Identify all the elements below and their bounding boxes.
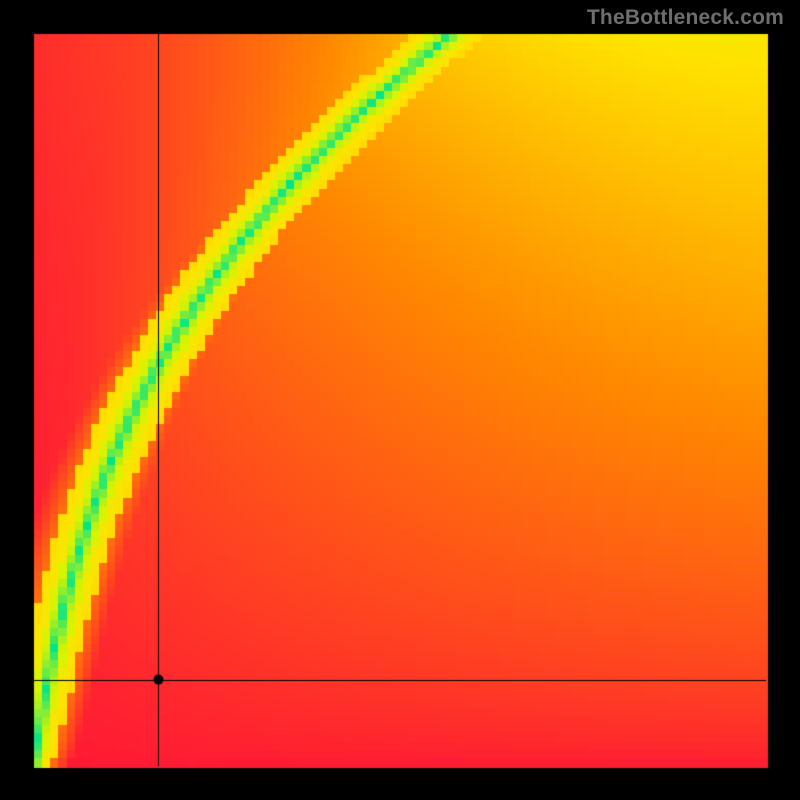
heatmap-canvas bbox=[0, 0, 800, 800]
watermark-text: TheBottleneck.com bbox=[587, 6, 784, 30]
